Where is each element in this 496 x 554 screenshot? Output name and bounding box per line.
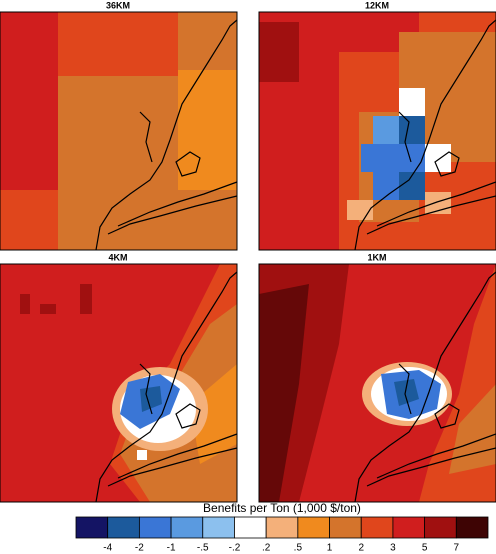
map-panel [258,263,496,503]
colorbar: -4 -2 -1 -.5 -.2 .2 .5 1 2 3 5 7 [75,516,489,554]
colorbar-tick-label: 7 [454,543,460,554]
colorbar-swatch [138,516,172,539]
colorbar-swatch [297,516,330,539]
colorbar-tick-label: .5 [294,543,303,554]
panel-title: 1KM [367,252,386,262]
colorbar-swatch [202,516,235,539]
colorbar-swatch [329,516,362,539]
panel-title: 12KM [365,0,389,10]
colorbar-tick-label: 5 [422,543,428,554]
colorbar-swatch [75,516,109,539]
colorbar-tick-label: -4 [103,543,112,554]
colorbar-swatch [424,516,457,539]
map-panel [0,11,238,251]
colorbar-tick-label: -2 [135,543,144,554]
colorbar-tick-label: -1 [167,543,176,554]
panel-title: 4KM [108,252,127,262]
colorbar-tick-label: 1 [327,543,333,554]
colorbar-swatch [360,516,394,539]
colorbar-tick-label: .2 [262,543,271,554]
colorbar-tick-label: 2 [358,543,364,554]
colorbar-swatch [170,516,204,539]
colorbar-label: Benefits per Ton (1,000 $/ton) [203,501,361,515]
colorbar-swatch [107,516,140,539]
panel-title: 36KM [106,0,130,10]
map-panel [0,263,238,503]
map-panel [258,11,496,251]
colorbar-swatch [234,516,267,539]
colorbar-tick-label: -.2 [229,543,241,554]
colorbar-swatch [265,516,299,539]
colorbar-tick-label: -.5 [197,543,209,554]
colorbar-swatch [392,516,426,539]
colorbar-swatch [455,516,489,539]
colorbar-tick-label: 3 [390,543,396,554]
